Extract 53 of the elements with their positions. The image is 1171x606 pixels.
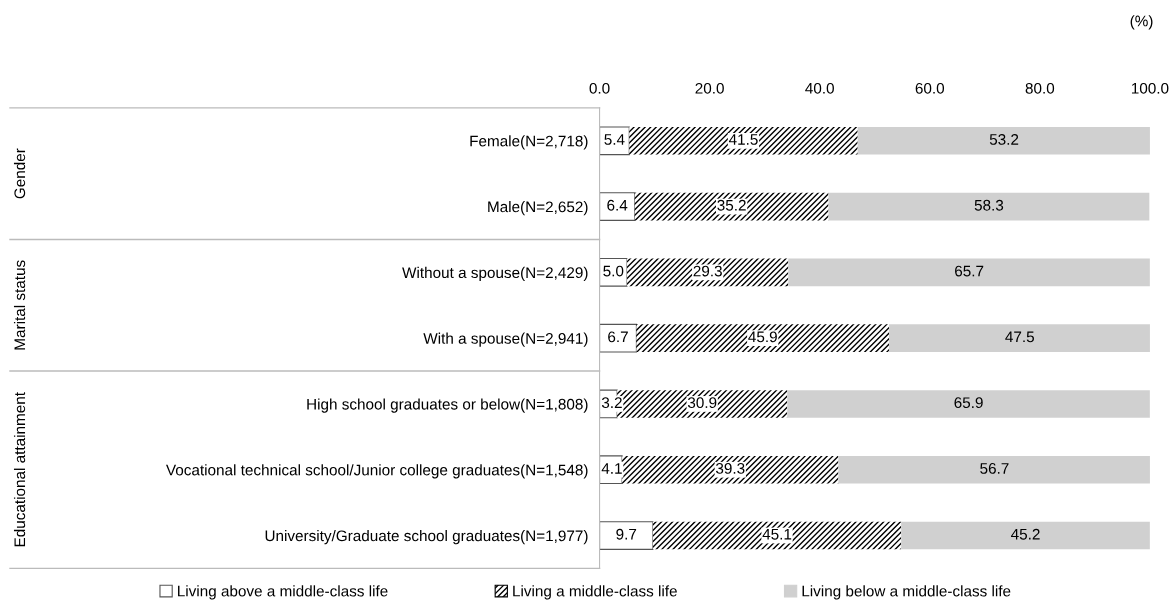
text: Gender [13, 148, 26, 199]
bar [889, 324, 1150, 352]
bar [901, 521, 1150, 550]
y-tick-label: University/Graduate school graduates(N=1,977) [265, 530, 588, 545]
data-label: 6.4 [607, 199, 628, 211]
y-tick-label: High school graduates or below(N=1,808) [307, 398, 588, 413]
data-label: 29.3 [693, 265, 722, 277]
data-label: 45.2 [1011, 528, 1040, 540]
data-label: 5.4 [604, 134, 625, 145]
bar [634, 192, 829, 221]
data-label: 58.3 [974, 199, 1004, 211]
data-label: 45.9 [748, 331, 777, 343]
y-tick-label: Female(N=2,718) [470, 135, 588, 150]
legend-label: Living below a middle-class life [802, 585, 1011, 600]
data-label: 35.2 [717, 199, 746, 211]
data-label: 53.2 [989, 134, 1019, 145]
data-label: 47.5 [1005, 331, 1034, 343]
bar [629, 126, 858, 155]
data-label: 5.0 [603, 265, 624, 277]
bar [787, 390, 1150, 418]
bar [652, 521, 902, 550]
bar [627, 258, 789, 287]
data-label: 9.7 [616, 528, 637, 540]
x-tick-label: 60.0 [915, 82, 945, 94]
x-tick-label: 20.0 [695, 82, 724, 94]
bar [788, 258, 1150, 287]
bar [828, 192, 1150, 221]
x-tick-label: 100.0 [1131, 82, 1169, 94]
bar [636, 324, 890, 352]
data-label: 3.2 [601, 397, 622, 409]
legend-label: Living above a middle-class life [178, 585, 388, 600]
data-label: 65.7 [955, 265, 984, 277]
bar [838, 455, 1150, 484]
x-tick-label: 0.0 [589, 82, 610, 94]
text: Educational attainment [13, 392, 26, 547]
data-label: 6.7 [608, 331, 628, 343]
y-tick-label: Vocational technical school/Junior college graduates(N=1,548) [166, 464, 588, 479]
y-tick-label: With a spouse(N=2,941) [423, 332, 588, 347]
x-axis-title: (%) [1130, 15, 1153, 30]
data-label: 41.5 [728, 134, 758, 145]
data-label: 45.1 [762, 528, 792, 540]
x-tick-label: 80.0 [1025, 82, 1055, 94]
legend-label: Living a middle-class life [513, 585, 677, 600]
y-tick-label: Male(N=2,652) [488, 201, 588, 216]
text: Marital status [13, 260, 26, 350]
y-tick-label: Without a spouse(N=2,429) [402, 266, 588, 282]
data-label: 30.9 [687, 397, 717, 409]
data-label: 56.7 [980, 463, 1009, 474]
data-label: 65.9 [954, 397, 983, 409]
bar [857, 126, 1150, 155]
x-tick-label: 40.0 [805, 82, 834, 94]
data-label: 4.1 [601, 463, 622, 474]
data-label: 39.3 [715, 463, 745, 474]
